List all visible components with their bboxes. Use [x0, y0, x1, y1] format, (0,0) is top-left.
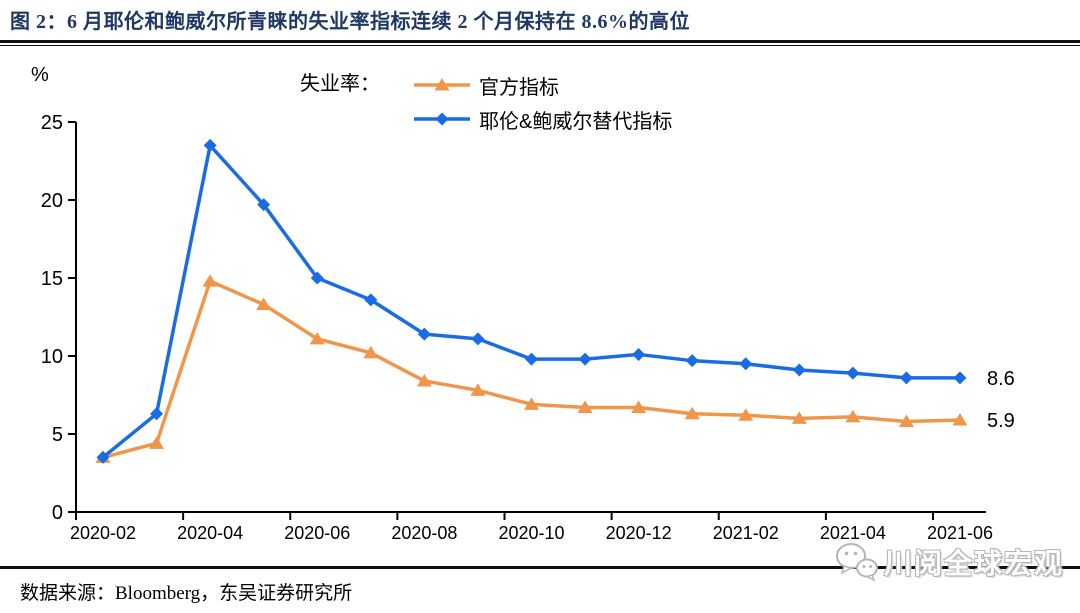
official-marker: [952, 412, 968, 426]
official-marker: [149, 436, 165, 449]
official-series-line: [101, 279, 962, 460]
official-marker: [577, 400, 593, 413]
x-tick-label: 2020-04: [177, 523, 243, 543]
official-marker: [470, 383, 486, 396]
y-tick-label: 20: [41, 190, 63, 212]
y-tick-label: 15: [41, 268, 63, 290]
official-end-value-label: 5.9: [987, 410, 1015, 432]
x-tick-label: 2020-10: [498, 523, 564, 543]
chart-area: % 失业率： 官方指标 耶伦&鲍威尔替代指标 0 5 10 15 20 25 2020-02…: [0, 46, 1080, 565]
alternative-marker: [739, 357, 753, 371]
alternative-marker: [525, 352, 538, 366]
legend-item-official: 官方指标: [414, 68, 672, 102]
official-marker: [524, 397, 539, 410]
figure-header: 图 2：6 月耶伦和鲍威尔所青睐的失业率指标连续 2 个月保持在 8.6%的高位: [0, 0, 1080, 35]
legend-label-alternative: 耶伦&鲍威尔替代指标: [479, 110, 673, 133]
x-tick-label: 2020-12: [606, 523, 672, 543]
alternative-line-marker-icon: [414, 112, 470, 126]
alternative-marker: [257, 198, 271, 212]
legend-sample-marker: [435, 112, 449, 126]
legend-sample-marker: [434, 78, 450, 91]
x-tick-label: 2021-06: [927, 523, 993, 543]
alternative-marker: [310, 271, 324, 285]
alternative-marker: [846, 366, 860, 380]
y-tick-label: 5: [52, 424, 63, 446]
watermark-text: 川阅全球宏观: [884, 548, 1065, 579]
x-tick-label: 2021-04: [820, 523, 886, 543]
alternative-marker: [899, 371, 913, 385]
official-marker: [898, 414, 914, 428]
source-note: 数据来源：Bloomberg，东吴证券研究所: [20, 583, 353, 604]
official-marker: [845, 409, 861, 423]
alternative-marker: [578, 352, 592, 366]
official-marker: [631, 400, 647, 413]
legend-item-alternative: 耶伦&鲍威尔替代指标: [414, 102, 672, 136]
official-marker: [791, 411, 807, 424]
y-tick-label: 10: [41, 346, 63, 368]
official-marker: [738, 408, 754, 421]
figure-footer: 数据来源：Bloomberg，东吴证券研究所: [0, 566, 1080, 613]
figure-title: 图 2：6 月耶伦和鲍威尔所青睐的失业率指标连续 2 个月保持在 8.6%的高位: [10, 11, 690, 33]
chart-legend: 失业率： 官方指标 耶伦&鲍威尔替代指标: [300, 68, 672, 136]
y-tick-label: 25: [41, 112, 63, 134]
official-line-marker-icon: [414, 78, 470, 91]
line-chart-plot: 0 5 10 15 20 25 2020-02 2020-04 2020-06 2020-08 20…: [41, 112, 1015, 543]
alternative-marker: [96, 450, 110, 464]
official-marker: [309, 331, 325, 345]
alternative-marker: [203, 138, 217, 152]
x-tick-label: 2020-08: [391, 523, 457, 543]
official-marker: [363, 345, 379, 359]
alternative-marker: [953, 371, 967, 385]
wechat-icon: [836, 543, 878, 582]
y-tick-label: 0: [52, 502, 63, 524]
x-tick-label: 2020-06: [284, 523, 350, 543]
official-marker: [684, 406, 700, 420]
official-marker: [416, 373, 432, 387]
alternative-marker: [471, 332, 485, 346]
alternative-marker: [792, 363, 806, 377]
legend-title: 失业率：: [300, 73, 380, 95]
alternative-marker: [685, 354, 699, 368]
legend-label-official: 官方指标: [479, 76, 559, 99]
x-tick-label: 2020-02: [70, 523, 136, 543]
official-marker: [202, 274, 218, 287]
alternative-end-value-label: 8.6: [987, 368, 1015, 390]
axes: [75, 122, 986, 513]
official-marker: [256, 297, 272, 311]
alternative-marker: [417, 327, 431, 341]
alternative-marker: [364, 293, 378, 307]
y-axis-unit-label: %: [31, 64, 49, 86]
watermark: 川阅全球宏观: [834, 541, 1064, 583]
legend-items: 官方指标 耶伦&鲍威尔替代指标: [414, 68, 672, 136]
header-rule: [0, 40, 1080, 46]
x-tick-label: 2021-02: [713, 523, 779, 543]
alternative-marker: [632, 347, 646, 361]
alternative-series-line: [101, 143, 962, 460]
alternative-marker: [150, 407, 164, 421]
